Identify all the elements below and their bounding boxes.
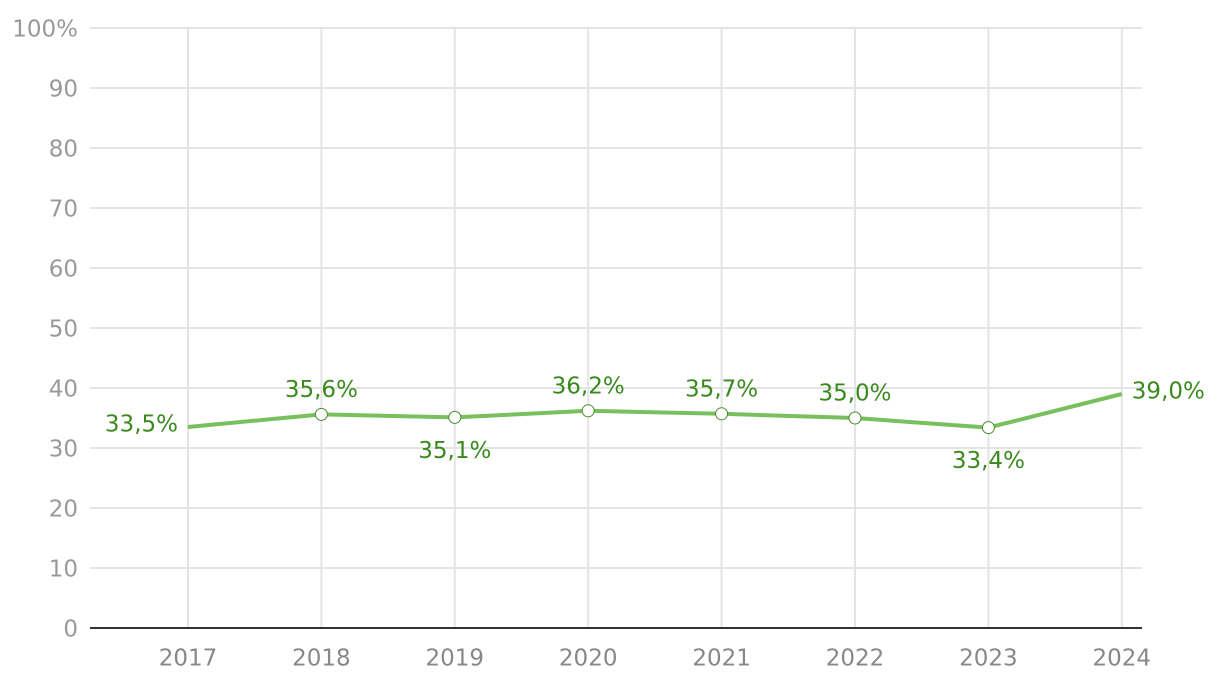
y-tick-label: 70 bbox=[49, 197, 78, 223]
x-tick-label: 2021 bbox=[692, 646, 751, 672]
y-tick-label: 10 bbox=[49, 557, 78, 583]
data-label: 35,0% bbox=[818, 381, 891, 407]
x-tick-label: 2018 bbox=[292, 646, 351, 672]
y-tick-label: 90 bbox=[49, 77, 78, 103]
line bbox=[187, 392, 1123, 430]
y-tick-label: 50 bbox=[49, 317, 78, 343]
data-label: 35,7% bbox=[685, 376, 758, 402]
point bbox=[448, 410, 462, 424]
x-tick-label: 2020 bbox=[559, 646, 618, 672]
x-tick-label: 2022 bbox=[826, 646, 885, 672]
data-label: 39,0% bbox=[1132, 379, 1205, 405]
y-tick-label: 40 bbox=[49, 377, 78, 403]
data-label: 35,1% bbox=[418, 438, 491, 464]
data-label: 36,2% bbox=[552, 373, 625, 399]
x-tick-label: 2023 bbox=[959, 646, 1018, 672]
x-tick-label: 2024 bbox=[1093, 646, 1152, 672]
y-tick-label: 100% bbox=[12, 17, 78, 43]
point bbox=[848, 411, 862, 425]
point bbox=[581, 404, 595, 418]
data-label: 35,6% bbox=[285, 377, 358, 403]
x-tick-label: 2017 bbox=[159, 646, 218, 672]
point bbox=[715, 407, 729, 421]
y-tick-label: 20 bbox=[49, 497, 78, 523]
data-label: 33,5% bbox=[105, 412, 178, 438]
data-label: 33,4% bbox=[952, 448, 1025, 474]
y-tick-label: 0 bbox=[63, 617, 78, 643]
point bbox=[314, 407, 328, 421]
point bbox=[981, 421, 995, 435]
y-tick-label: 30 bbox=[49, 437, 78, 463]
y-tick-label: 80 bbox=[49, 137, 78, 163]
x-tick-label: 2019 bbox=[426, 646, 485, 672]
y-tick-label: 60 bbox=[49, 257, 78, 283]
